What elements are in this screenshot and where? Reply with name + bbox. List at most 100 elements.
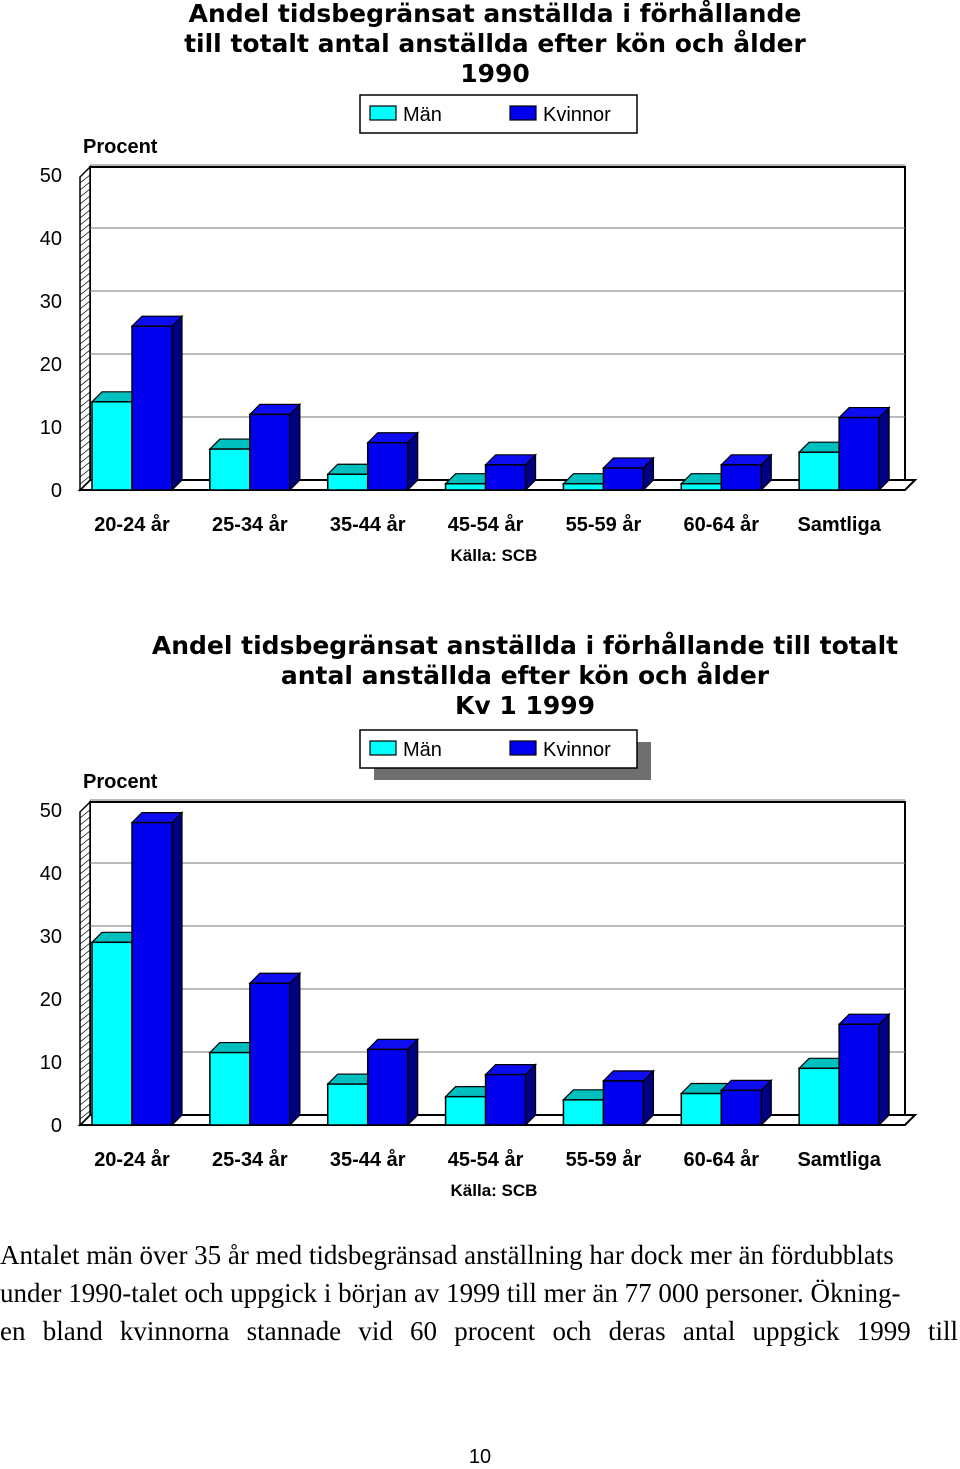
chart-1999: Män Kvinnor Procent 0 10 20 30 40 50 20-24 år 25-3…	[40, 729, 918, 1200]
left-wall-hatch	[79, 209, 91, 219]
bar-kvinnor-2	[248, 402, 302, 492]
bar-front	[680, 482, 723, 491]
bar-front	[366, 1048, 409, 1126]
bar-kvinnor-1	[130, 314, 184, 492]
bar-front	[91, 941, 133, 1126]
left-wall-hatch	[79, 1068, 91, 1078]
left-wall-hatch	[79, 377, 91, 387]
bar-kvinnor-2	[248, 971, 302, 1127]
x-tick-label: 55-59 år	[566, 1148, 642, 1171]
left-wall-hatch	[79, 1082, 91, 1092]
left-wall-hatch	[79, 991, 91, 1001]
y-tick-label: 30	[40, 926, 62, 948]
bar-front	[798, 1067, 840, 1126]
x-tick-label: 45-54 år	[448, 1148, 524, 1171]
bar-kvinnor-6	[719, 453, 773, 492]
bar-front	[680, 1092, 723, 1126]
left-wall-hatch	[79, 830, 91, 840]
bar-side	[878, 1012, 890, 1127]
y-tick-label: 20	[40, 989, 62, 1011]
left-wall-hatch	[79, 384, 91, 394]
legend-swatch-kvinnor	[509, 105, 537, 121]
y-axis-label: Procent	[83, 136, 158, 158]
bar-front	[798, 451, 840, 491]
left-wall-hatch	[79, 279, 91, 289]
bar-front	[326, 473, 369, 491]
plot-left-wall	[79, 800, 91, 1127]
x-tick-label: 45-54 år	[448, 513, 524, 536]
page-number: 10	[468, 1446, 492, 1468]
bar-front	[444, 1095, 487, 1126]
y-tick-label: 30	[40, 291, 62, 313]
bar-front	[720, 464, 763, 491]
y-tick-label: 10	[40, 417, 62, 439]
left-wall-hatch	[79, 321, 91, 331]
bar-front	[131, 325, 173, 491]
left-wall-hatch	[79, 419, 91, 429]
bar-kvinnor-6	[719, 1078, 773, 1127]
left-wall-hatch	[79, 433, 91, 443]
bar-front	[602, 467, 645, 491]
legend-box	[359, 729, 638, 769]
left-wall-hatch	[79, 956, 91, 966]
left-wall-hatch	[79, 363, 91, 373]
left-wall-hatch	[79, 370, 91, 380]
x-tick-label: Samtliga	[797, 1149, 881, 1171]
body-paragraph: Antalet män över 35 år med tidsbegränsad…	[0, 1236, 958, 1350]
left-wall-hatch	[79, 998, 91, 1008]
x-tick-label: 25-34 år	[212, 1148, 288, 1171]
left-wall-hatch	[79, 412, 91, 422]
left-wall-hatch	[79, 1075, 91, 1085]
bar-side	[171, 314, 183, 492]
bar-front	[484, 464, 527, 491]
left-wall-hatch	[79, 1096, 91, 1106]
left-wall-hatch	[79, 844, 91, 854]
left-wall-hatch	[79, 970, 91, 980]
left-wall-hatch	[79, 1040, 91, 1050]
x-tick-label: 60-64 år	[683, 513, 759, 536]
left-wall-hatch	[79, 1110, 91, 1120]
source-note: Källa: SCB	[451, 1181, 538, 1200]
bar-side	[289, 971, 301, 1127]
y-axis-label: Procent	[83, 771, 158, 793]
left-wall-hatch	[79, 300, 91, 310]
bar-kvinnor-5	[601, 1069, 655, 1127]
left-wall-hatch	[79, 230, 91, 240]
left-wall-hatch	[79, 921, 91, 931]
left-wall-hatch	[79, 188, 91, 198]
bar-front	[131, 821, 173, 1126]
left-wall-hatch	[79, 216, 91, 226]
y-tick-label: 40	[40, 228, 62, 250]
left-wall-hatch	[79, 809, 91, 819]
left-wall-hatch	[79, 879, 91, 889]
left-wall-hatch	[79, 1054, 91, 1064]
left-wall-hatch	[79, 886, 91, 896]
left-wall-hatch	[79, 1047, 91, 1057]
body-line-3: en bland kvinnorna stannade vid 60 procent och d…	[0, 1316, 958, 1346]
y-tick-label: 0	[51, 480, 62, 502]
left-wall-hatch	[79, 935, 91, 945]
left-wall-hatch	[79, 398, 91, 408]
left-wall-hatch	[79, 914, 91, 924]
left-wall-hatch	[79, 823, 91, 833]
x-tick-label: 35-44 år	[330, 513, 406, 536]
legend-swatch-man	[369, 105, 397, 121]
bar-front	[562, 1099, 605, 1126]
bar-kvinnor-7	[837, 1012, 891, 1127]
left-wall-hatch	[79, 865, 91, 875]
bar-front	[249, 982, 291, 1126]
body-line-2: under 1990-talet och uppgick i början av…	[0, 1278, 901, 1308]
bar-man-5	[561, 1088, 615, 1127]
x-tick-label: 55-59 år	[566, 513, 642, 536]
left-wall-hatch	[79, 293, 91, 303]
x-tick-label: 20-24 år	[94, 1148, 170, 1171]
bar-kvinnor-4	[484, 453, 538, 492]
legend-label-kvinnor: Kvinnor	[543, 739, 611, 761]
left-wall-hatch	[79, 202, 91, 212]
left-wall-hatch	[79, 237, 91, 247]
x-tick-label: 60-64 år	[683, 1148, 759, 1171]
left-wall-hatch	[79, 963, 91, 973]
bar-front	[562, 482, 605, 491]
bar-front	[91, 401, 133, 491]
bar-kvinnor-1	[130, 811, 184, 1127]
